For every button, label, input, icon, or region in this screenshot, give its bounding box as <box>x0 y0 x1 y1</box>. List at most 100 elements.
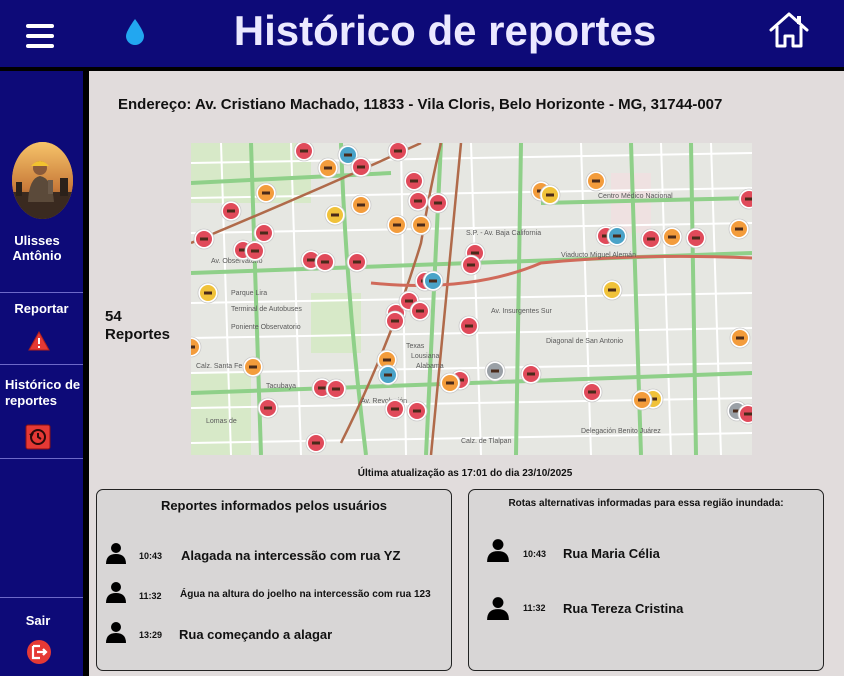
map-label: Texas <box>406 343 425 350</box>
map-pin-icon[interactable] <box>376 349 398 371</box>
history-icon[interactable] <box>25 424 51 450</box>
map[interactable]: S.P. - Av. Baja California Viaducto Migu… <box>191 143 752 455</box>
map-label: Parque Lira <box>231 290 267 297</box>
map-label: Av. Observatorio <box>211 258 263 265</box>
map-pin-icon[interactable] <box>191 336 202 358</box>
map-pin-icon[interactable] <box>439 372 461 394</box>
menu-icon[interactable] <box>26 24 54 48</box>
sidebar-divider-line <box>0 458 83 459</box>
map-pin-icon[interactable] <box>585 170 607 192</box>
map-pin-icon[interactable] <box>324 204 346 226</box>
map-pin-icon[interactable] <box>484 360 506 382</box>
sidebar-divider <box>83 71 89 676</box>
header-divider <box>0 67 844 71</box>
map-pin-icon[interactable] <box>220 200 242 222</box>
map-pin-icon[interactable] <box>520 363 542 385</box>
person-icon <box>106 622 126 643</box>
logout-icon[interactable] <box>26 639 52 665</box>
map-pin-icon[interactable] <box>458 315 480 337</box>
map-pin-icon[interactable] <box>242 356 264 378</box>
map-pin-icon[interactable] <box>581 381 603 403</box>
person-icon <box>106 582 126 603</box>
map-pin-icon[interactable] <box>337 144 359 166</box>
report-count: 54 Reportes <box>105 308 170 344</box>
avatar <box>12 142 73 219</box>
map-label: Av. Revolución <box>361 398 407 405</box>
map-pin-icon[interactable] <box>350 194 372 216</box>
route-time: 10:43 <box>523 549 547 559</box>
map-pin-icon[interactable] <box>293 143 315 162</box>
map-pin-icon[interactable] <box>350 156 372 178</box>
map-pin-icon[interactable] <box>606 225 628 247</box>
map-canvas[interactable]: S.P. - Av. Baja California Viaducto Migu… <box>191 143 752 455</box>
map-pin-icon[interactable] <box>346 251 368 273</box>
address: Endereço: Av. Cristiano Machado, 11833 -… <box>118 96 723 113</box>
map-label: Terminal de Autobuses <box>231 306 302 313</box>
map-label: Av. Insurgentes Sur <box>491 308 552 315</box>
map-pin-icon[interactable] <box>197 282 219 304</box>
report-text: Rua começando a alagar <box>179 627 333 642</box>
map-pin-icon[interactable] <box>305 432 327 454</box>
map-pin-icon[interactable] <box>422 270 444 292</box>
map-pin-icon[interactable] <box>314 251 336 273</box>
map-pin-icon[interactable] <box>384 398 406 420</box>
map-pin-icon[interactable] <box>384 310 406 332</box>
map-pin-icon[interactable] <box>661 226 683 248</box>
person-icon <box>106 543 126 564</box>
map-pin-icon[interactable] <box>407 190 429 212</box>
map-pin-icon[interactable] <box>427 192 449 214</box>
map-pin-icon[interactable] <box>738 188 752 210</box>
map-pin-icon[interactable] <box>631 389 653 411</box>
map-label: Lousiana <box>411 353 440 360</box>
map-label: Alabama <box>416 363 444 370</box>
sidebar-divider-line <box>0 597 83 598</box>
report-count-label: Reportes <box>105 326 171 343</box>
map-pin-icon[interactable] <box>403 170 425 192</box>
map-label: Delegación Benito Juárez <box>581 428 661 435</box>
map-pin-icon[interactable] <box>728 218 750 240</box>
warning-icon[interactable] <box>28 331 50 351</box>
map-pin-icon[interactable] <box>640 228 662 250</box>
map-pin-icon[interactable] <box>377 364 399 386</box>
person-icon <box>487 597 509 620</box>
route-text: Rua Maria Célia <box>563 546 660 561</box>
report-time: 11:32 <box>139 591 162 601</box>
route-time: 11:32 <box>523 603 546 613</box>
home-icon[interactable] <box>768 10 810 50</box>
map-pin-icon[interactable] <box>460 254 482 276</box>
map-pin-icon[interactable] <box>406 400 428 422</box>
user-reports-panel: Reportes informados pelos usuários 10:43… <box>96 489 452 671</box>
map-label: Diagonal de San Antonio <box>546 338 623 345</box>
report-text: Alagada na intercessão com rua YZ <box>181 548 401 563</box>
map-pin-icon[interactable] <box>737 403 752 425</box>
report-time: 13:29 <box>139 630 163 640</box>
map-pin-icon[interactable] <box>729 327 751 349</box>
map-label: Tacubaya <box>266 383 296 390</box>
map-pin-icon[interactable] <box>685 227 707 249</box>
alt-routes-panel: Rotas alternativas informadas para essa … <box>468 489 824 671</box>
map-pin-icon[interactable] <box>244 240 266 262</box>
report-time: 10:43 <box>139 551 163 561</box>
map-pin-icon[interactable] <box>410 214 432 236</box>
water-drop-icon <box>126 19 144 45</box>
map-pin-icon[interactable] <box>325 378 347 400</box>
map-label: Calz. de Tlalpan <box>461 438 512 445</box>
map-pin-icon[interactable] <box>317 157 339 179</box>
map-label: S.P. - Av. Baja California <box>466 230 541 237</box>
map-pin-icon[interactable] <box>193 228 215 250</box>
map-label: Lomas de <box>206 418 237 425</box>
map-pin-icon[interactable] <box>409 300 431 322</box>
map-pin-icon[interactable] <box>257 397 279 419</box>
map-pin-icon[interactable] <box>255 182 277 204</box>
map-pin-icon[interactable] <box>539 184 561 206</box>
map-pin-icon[interactable] <box>601 279 623 301</box>
map-pin-icon[interactable] <box>387 143 409 162</box>
user-name: Ulisses Antônio <box>12 233 62 263</box>
map-pin-icon[interactable] <box>253 222 275 244</box>
page-title: Histórico de reportes <box>233 7 657 54</box>
sidebar-item-reportar[interactable]: Reportar <box>14 301 69 316</box>
map-pin-icon[interactable] <box>386 214 408 236</box>
logout-button[interactable]: Sair <box>25 613 51 628</box>
report-text: Água na altura do joelho na intercessão … <box>180 589 431 600</box>
sidebar-item-historico[interactable]: Histórico de reportes <box>5 377 81 408</box>
